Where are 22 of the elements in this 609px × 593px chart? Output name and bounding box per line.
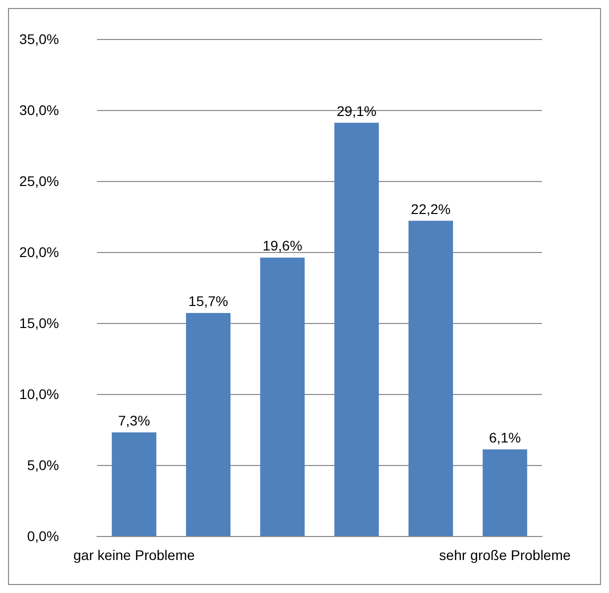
data-label: 7,3% bbox=[118, 412, 150, 428]
bar bbox=[112, 432, 156, 536]
data-label: 15,7% bbox=[188, 293, 228, 310]
y-tick-label: 20,0% bbox=[19, 244, 59, 260]
y-tick-label: 5,0% bbox=[27, 457, 59, 473]
data-label: 29,1% bbox=[336, 102, 376, 119]
y-tick-label: 35,0% bbox=[19, 31, 59, 47]
bar bbox=[186, 313, 230, 536]
x-tick-label: sehr große Probleme bbox=[439, 547, 571, 563]
bar bbox=[408, 220, 453, 536]
y-tick-label: 15,0% bbox=[19, 315, 59, 331]
data-label: 19,6% bbox=[262, 238, 302, 254]
bar bbox=[334, 122, 379, 536]
y-tick-label: 30,0% bbox=[19, 102, 59, 118]
y-tick-label: 25,0% bbox=[19, 173, 59, 189]
x-tick-label: gar keine Probleme bbox=[73, 547, 195, 563]
bar bbox=[260, 258, 305, 536]
data-label: 22,2% bbox=[410, 200, 451, 217]
y-tick-label: 10,0% bbox=[19, 386, 59, 402]
y-tick-label: 0,0% bbox=[27, 528, 59, 544]
data-label: 6,1% bbox=[488, 429, 521, 446]
bar bbox=[482, 449, 528, 536]
